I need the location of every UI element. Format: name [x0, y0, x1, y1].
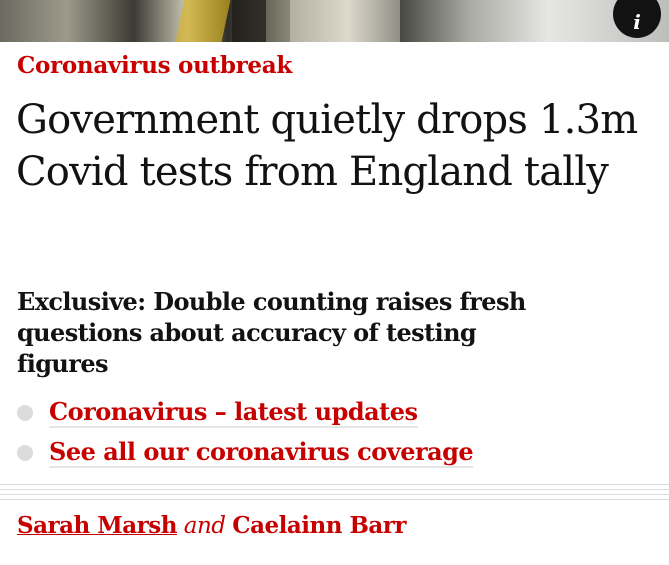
related-link-item: Coronavirus – latest updates: [17, 393, 473, 433]
hero-image-detail: [232, 0, 266, 42]
image-info-button[interactable]: i: [613, 0, 661, 38]
author-link[interactable]: Sarah Marsh: [17, 512, 177, 539]
info-icon: i: [633, 10, 641, 34]
coverage-link[interactable]: See all our coronavirus coverage: [49, 437, 474, 468]
divider: [0, 494, 669, 495]
section-kicker[interactable]: Coronavirus outbreak: [17, 52, 292, 79]
author-name[interactable]: Caelainn Barr: [232, 512, 407, 539]
article-standfirst: Exclusive: Double counting raises fresh …: [17, 287, 526, 378]
divider: [0, 484, 669, 485]
article-headline: Government quietly drops 1.3m Covid test…: [16, 97, 638, 195]
related-link-item: See all our coronavirus coverage: [17, 433, 474, 473]
divider: [0, 489, 669, 490]
byline: Sarah Marsh and Caelainn Barr: [17, 512, 407, 539]
related-links-list: Coronavirus – latest updates See all our…: [17, 393, 474, 473]
bullet-dot-icon: [17, 445, 33, 461]
hero-image: i: [0, 0, 669, 42]
hero-image-detail: [175, 0, 231, 42]
bullet-dot-icon: [17, 405, 33, 421]
hero-image-detail: [290, 0, 400, 42]
latest-updates-link[interactable]: Coronavirus – latest updates: [49, 397, 418, 428]
byline-joiner: and: [183, 513, 226, 539]
divider: [0, 499, 669, 500]
